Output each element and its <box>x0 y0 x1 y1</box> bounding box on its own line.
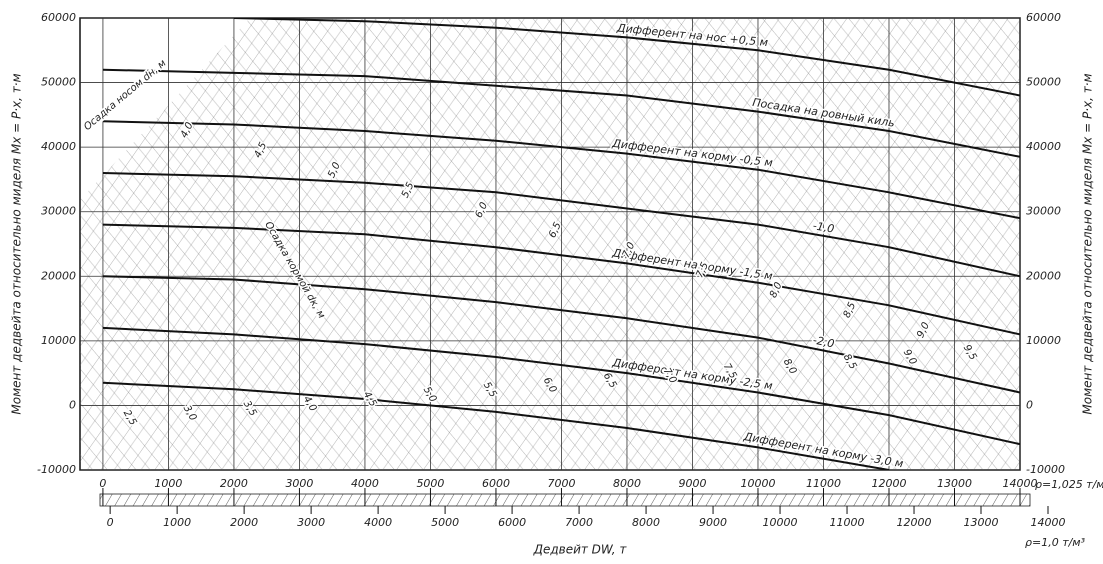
x-tick-label: 4000 <box>351 477 379 490</box>
x2-tick-label: 2000 <box>230 516 258 529</box>
x-tick-label: 0 <box>99 477 106 490</box>
x-tick-label: 3000 <box>285 477 313 490</box>
x-tick-label: 12000 <box>871 477 906 490</box>
x2-tick-label: 12000 <box>897 516 932 529</box>
x2-tick-label: 8000 <box>632 516 660 529</box>
y-tick-label: 10000 <box>41 334 76 347</box>
y-tick-label: 40000 <box>41 140 76 153</box>
trim-curve <box>102 120 1020 220</box>
x2-tick-label: 14000 <box>1031 516 1066 529</box>
x-tick-label: 14000 <box>1003 477 1038 490</box>
trim-curve <box>233 18 1020 97</box>
y-axis-label: Момент дедвейта относительно миделя Mx =… <box>10 73 24 414</box>
y-tick-label: 20000 <box>41 269 76 282</box>
x-axis-label: Дедвейт DW, т <box>533 543 628 557</box>
trim-curve <box>102 223 1020 336</box>
trim-curve <box>102 326 1020 446</box>
x2-tick-label: 10000 <box>763 516 798 529</box>
x-tick-label: 7000 <box>547 477 575 490</box>
y-tick-label: -10000 <box>37 463 76 476</box>
draft-hatching <box>80 18 1020 470</box>
x2-tick-label: 1000 <box>163 516 191 529</box>
y-tick-label-right: 60000 <box>1026 11 1061 24</box>
x-tick-label: 8000 <box>613 477 641 490</box>
density-top-label: ρ=1,025 т/м³ <box>1035 478 1103 491</box>
x2-tick-label: 9000 <box>699 516 727 529</box>
y-tick-label-right: 0 <box>1026 398 1033 411</box>
y-tick-label-right: 30000 <box>1026 205 1061 218</box>
y-tick-label-right: 20000 <box>1026 269 1061 282</box>
x-tick-label: 9000 <box>678 477 706 490</box>
x-tick-label: 11000 <box>806 477 841 490</box>
trim-curve <box>102 275 1020 394</box>
y-tick-label: 50000 <box>41 76 76 89</box>
x-tick-label: 10000 <box>740 477 775 490</box>
y-tick-label-right: -10000 <box>1026 463 1065 476</box>
y-tick-label: 0 <box>69 398 76 411</box>
x-tick-label: 2000 <box>220 477 248 490</box>
x2-tick-label: 5000 <box>431 516 459 529</box>
x2-tick-label: 13000 <box>964 516 999 529</box>
density-bottom-label: ρ=1,0 т/м³ <box>1025 536 1086 549</box>
x2-tick-label: 11000 <box>830 516 865 529</box>
y-tick-label-right: 40000 <box>1026 140 1061 153</box>
x2-tick-label: 0 <box>107 516 114 529</box>
x2-tick-label: 6000 <box>498 516 526 529</box>
y-tick-label-right: 10000 <box>1026 334 1061 347</box>
x-tick-label: 6000 <box>482 477 510 490</box>
y-axis-label-right: Момент дедвейта относительно миделя Mx =… <box>1081 73 1095 414</box>
y-tick-label: 30000 <box>41 205 76 218</box>
x2-tick-label: 3000 <box>297 516 325 529</box>
trim-curve <box>102 68 1020 158</box>
x-tick-label: 1000 <box>154 477 182 490</box>
y-tick-label-right: 50000 <box>1026 76 1061 89</box>
x-tick-label: 5000 <box>416 477 444 490</box>
x2-tick-label: 4000 <box>364 516 392 529</box>
x2-tick-label: 7000 <box>565 516 593 529</box>
y-tick-label: 60000 <box>41 11 76 24</box>
hatch-aft <box>80 18 1020 470</box>
trim-curve <box>102 172 1020 278</box>
curve-label: -1,0 <box>812 219 835 235</box>
x-tick-label: 13000 <box>937 477 972 490</box>
trim-curve <box>102 381 890 470</box>
curve-label: -2,0 <box>812 334 836 351</box>
density-band <box>99 493 1031 507</box>
